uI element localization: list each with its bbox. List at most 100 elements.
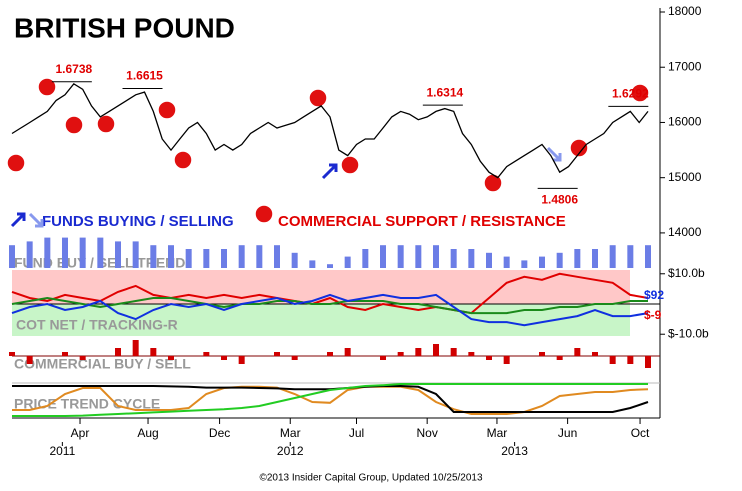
bar <box>397 352 404 356</box>
annotation-label: 1.6292 <box>612 87 649 101</box>
bar <box>539 352 545 356</box>
y-tick-label: 17000 <box>668 59 702 73</box>
bar <box>503 256 510 268</box>
chart-title: BRITISH POUND <box>14 12 235 43</box>
series-line <box>11 82 649 179</box>
x-tick-label: Aug <box>137 426 158 440</box>
bar <box>433 245 439 268</box>
bar <box>221 356 227 360</box>
bar <box>327 264 333 268</box>
bar <box>44 237 51 268</box>
x-tick-label: Jun <box>558 426 577 440</box>
panel-title: COMMERCIAL BUY / SELL <box>14 356 191 372</box>
bar <box>238 245 245 268</box>
bar <box>592 249 598 268</box>
bar <box>627 356 634 364</box>
bar <box>433 344 439 356</box>
bar <box>203 352 210 356</box>
x-tick-label: Mar <box>487 426 508 440</box>
bar <box>592 352 598 356</box>
bar <box>415 245 422 268</box>
annotation-label: 1.6314 <box>426 85 463 99</box>
bar <box>627 245 634 268</box>
bar <box>291 252 298 268</box>
bar <box>9 245 15 268</box>
year-label: 2013 <box>501 444 528 458</box>
bar <box>503 356 510 364</box>
bar <box>450 348 457 356</box>
bar <box>9 352 15 356</box>
bar <box>185 249 192 268</box>
bar <box>79 356 86 360</box>
y-tick-label: 18000 <box>668 4 702 18</box>
signal-icons <box>6 77 650 228</box>
y-tick-label: $-10.0b <box>668 326 709 340</box>
bar <box>556 252 563 268</box>
bar <box>344 348 351 356</box>
bar <box>609 245 616 268</box>
series-line <box>12 383 648 417</box>
bar <box>115 348 121 356</box>
x-tick-label: Jul <box>349 426 364 440</box>
series-line <box>11 293 649 327</box>
bar <box>62 237 68 268</box>
bar <box>256 245 263 268</box>
annotation-label: 1.6615 <box>126 69 163 83</box>
bar <box>274 245 280 268</box>
bar <box>238 356 245 364</box>
x-tick-label: Apr <box>71 426 90 440</box>
bar <box>521 260 528 268</box>
bar <box>327 352 333 356</box>
year-label: 2011 <box>49 444 75 458</box>
bar <box>203 249 210 268</box>
bar <box>97 237 104 268</box>
bar <box>62 352 68 356</box>
bar <box>468 352 475 356</box>
annotation-label: 1.4806 <box>541 193 578 207</box>
bar <box>556 356 563 360</box>
bar <box>115 241 121 268</box>
bar <box>645 356 651 368</box>
bar <box>609 356 616 364</box>
y-tick-label: 14000 <box>668 225 702 239</box>
y-tick-label: 15000 <box>668 170 702 184</box>
bar <box>150 348 157 356</box>
x-tick-label: Nov <box>416 426 437 440</box>
bar <box>26 356 33 364</box>
bar <box>132 241 139 268</box>
bar <box>645 245 651 268</box>
annotation-label: 1.6738 <box>55 62 92 76</box>
series-line <box>12 385 649 415</box>
series-line <box>11 272 649 315</box>
bar <box>486 252 492 268</box>
bar <box>168 356 174 360</box>
bar <box>274 352 280 356</box>
bar <box>168 245 174 268</box>
x-tick-label: Mar <box>280 426 301 440</box>
bar <box>291 356 298 360</box>
bar <box>344 256 351 268</box>
bar <box>362 249 369 268</box>
bar <box>397 245 404 268</box>
bar <box>415 348 422 356</box>
end-label: $92 <box>644 288 664 302</box>
bar <box>450 249 457 268</box>
bar <box>539 256 545 268</box>
bar <box>574 348 581 356</box>
year-label: 2012 <box>277 444 304 458</box>
bar <box>380 356 386 360</box>
bar <box>468 249 475 268</box>
end-label: $-9 <box>644 308 662 322</box>
x-tick-label: Dec <box>209 426 230 440</box>
bar <box>26 241 33 268</box>
bar <box>574 249 581 268</box>
bar <box>221 249 227 268</box>
bar <box>132 340 139 356</box>
bar <box>380 245 386 268</box>
legend-commercial: COMMERCIAL SUPPORT / RESISTANCE <box>278 213 566 230</box>
bar <box>79 237 86 268</box>
legend-funds: FUNDS BUYING / SELLING <box>42 213 234 230</box>
y-tick-label: 16000 <box>668 115 702 129</box>
y-tick-label: $10.0b <box>668 266 705 280</box>
